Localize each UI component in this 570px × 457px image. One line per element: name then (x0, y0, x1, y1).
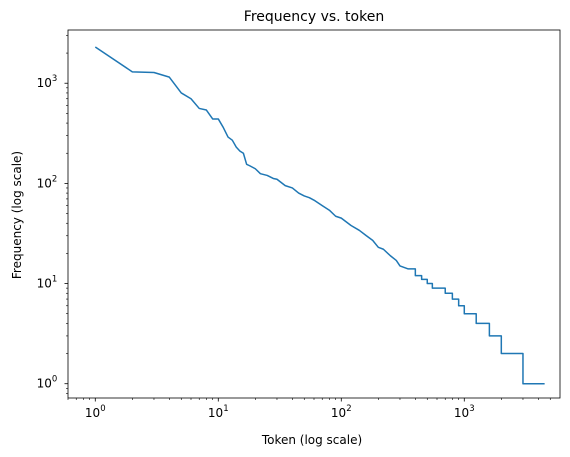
chart-title: Frequency vs. token (244, 9, 384, 25)
x-axis-label: Token (log scale) (261, 433, 362, 447)
y-axis-label: Frequency (log scale) (10, 151, 24, 279)
